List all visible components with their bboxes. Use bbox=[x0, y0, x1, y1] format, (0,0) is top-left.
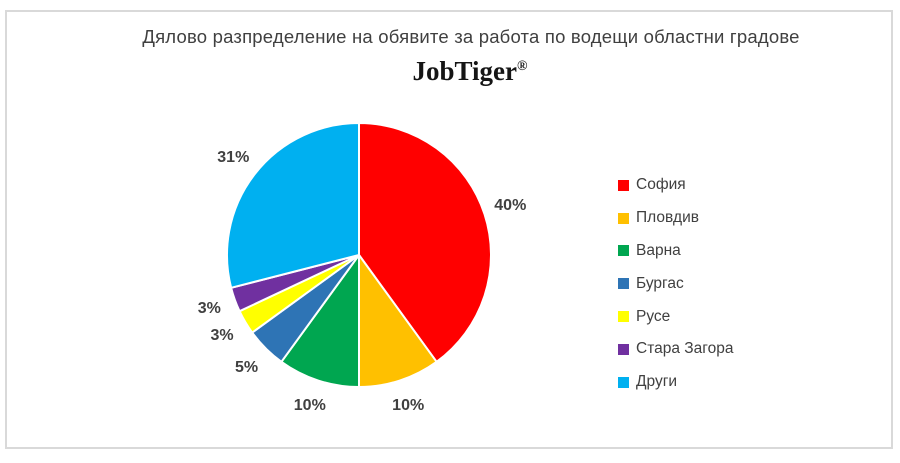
percent-label: 10% bbox=[293, 397, 326, 415]
legend-swatch-icon bbox=[618, 179, 629, 191]
legend-item-sofia: София bbox=[618, 169, 733, 202]
pie-slice-1 bbox=[358, 122, 492, 363]
percent-label: 40% bbox=[494, 196, 527, 214]
legend-item-ruse: Русе bbox=[618, 300, 733, 333]
legend-swatch-icon bbox=[618, 343, 629, 355]
legend-swatch-icon bbox=[618, 311, 629, 323]
logo-text: JobTiger bbox=[412, 56, 518, 86]
legend-swatch-icon bbox=[618, 376, 629, 388]
legend-swatch-icon bbox=[618, 245, 629, 257]
legend-item-burgas: Бургас bbox=[618, 267, 733, 300]
legend-item-stara-zagora: Стара Загора bbox=[618, 333, 733, 366]
legend-label: Варна bbox=[636, 241, 681, 259]
pie-slice-2 bbox=[358, 254, 438, 388]
legend-label: Русе bbox=[636, 307, 671, 325]
jobtiger-logo: JobTiger® bbox=[413, 56, 528, 87]
pie-slice-7 bbox=[226, 122, 360, 289]
legend-label: Други bbox=[636, 373, 678, 391]
legend-item-drugi: Други bbox=[618, 366, 733, 399]
legend-label: Стара Загора bbox=[636, 340, 734, 358]
percent-label: 5% bbox=[234, 358, 259, 376]
registered-mark-icon: ® bbox=[517, 58, 528, 74]
legend-item-plovdiv: Пловдив bbox=[618, 202, 733, 235]
legend-swatch-icon bbox=[618, 278, 629, 290]
percent-label: 3% bbox=[210, 327, 234, 344]
percent-label: 31% bbox=[217, 148, 250, 166]
legend-label: София bbox=[636, 176, 686, 194]
percent-label: 3% bbox=[197, 299, 221, 317]
percent-label: 10% bbox=[392, 397, 425, 415]
legend-label: Бургас bbox=[636, 274, 684, 292]
legend: София Пловдив Варна Бургас Русе Стара За… bbox=[618, 169, 733, 399]
pie-slice-3 bbox=[280, 254, 360, 388]
legend-item-varna: Варна bbox=[618, 235, 733, 268]
chart-title: Дялово разпределение на обявите за работ… bbox=[142, 26, 800, 47]
legend-label: Пловдив bbox=[636, 209, 699, 227]
legend-swatch-icon bbox=[618, 212, 629, 224]
